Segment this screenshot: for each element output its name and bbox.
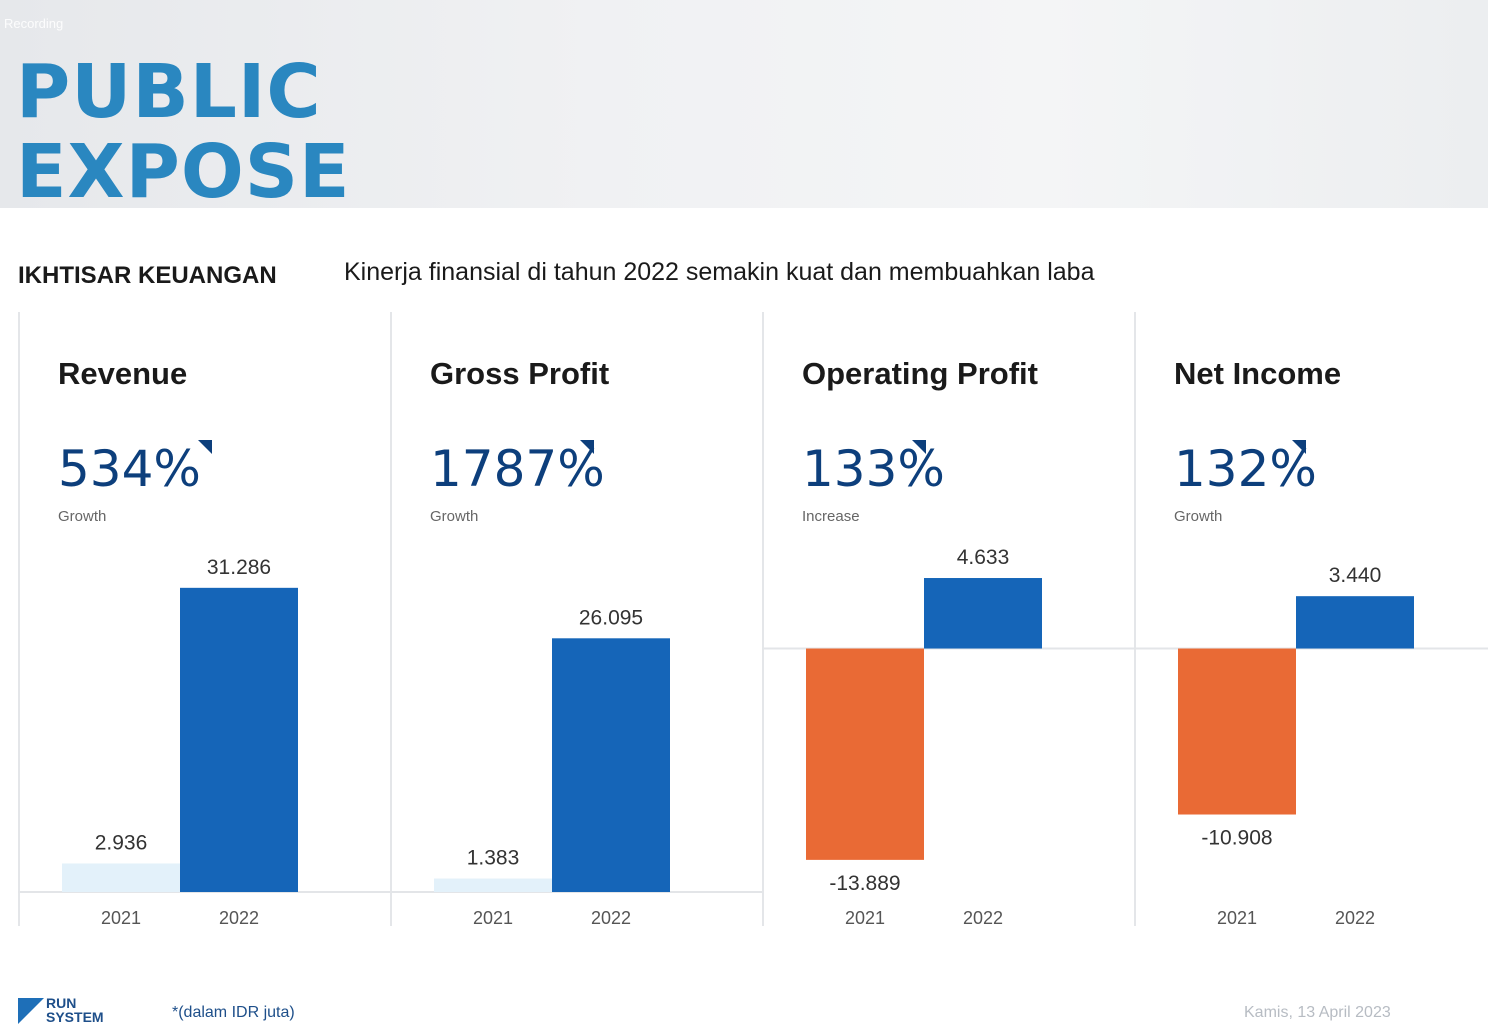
panel-operating-profit: Operating Profit 133% Increase -13.889 20… xyxy=(762,312,1134,926)
x-tick-2021: 2021 xyxy=(473,908,513,926)
up-arrow-icon xyxy=(580,440,594,454)
revenue-chart: 2.936 2021 31.286 2022 xyxy=(18,556,390,926)
gross-profit-chart: 1.383 2021 26.095 2022 xyxy=(390,606,762,926)
panel-divider xyxy=(18,312,20,926)
title-line-1: PUBLIC xyxy=(16,49,322,135)
bar-2022 xyxy=(924,578,1042,649)
operating-profit-chart: -13.889 2021 4.633 2022 xyxy=(762,546,1134,926)
x-tick-2022: 2022 xyxy=(1335,908,1375,926)
date: Kamis, 13 April 2023 xyxy=(1244,1004,1391,1021)
data-label-2022: 26.095 xyxy=(579,606,643,629)
panel-net-income: Net Income 132% Growth -10.908 2021 3.440 2… xyxy=(1134,312,1488,926)
growth-label: Growth xyxy=(58,508,107,525)
logo-line-1: RUN xyxy=(46,995,77,1011)
data-label-2021: 2.936 xyxy=(95,831,148,854)
title-line-2: EXPOSE xyxy=(16,129,351,215)
up-arrow-icon xyxy=(198,440,212,454)
growth-label: Growth xyxy=(430,508,479,525)
bar-2021 xyxy=(1178,648,1296,815)
up-arrow-icon xyxy=(1292,440,1306,454)
up-arrow-icon xyxy=(912,440,926,454)
bar-2022 xyxy=(552,638,670,892)
bar-2021 xyxy=(806,648,924,860)
panel-gross-profit: Gross Profit 1787% Growth 1.383 2021 26.09… xyxy=(390,312,762,926)
metric-title: Revenue xyxy=(58,356,188,391)
x-tick-2021: 2021 xyxy=(1217,908,1257,926)
panel-divider xyxy=(390,312,392,926)
x-tick-2021: 2021 xyxy=(101,908,141,926)
logo-mark-icon xyxy=(18,998,44,1024)
bar-2021 xyxy=(62,863,180,892)
bar-2022 xyxy=(1296,596,1414,649)
data-label-2022: 4.633 xyxy=(957,546,1010,569)
net-income-chart: -10.908 2021 3.440 2022 xyxy=(1134,564,1488,926)
growth-percentage: 1787% xyxy=(430,440,605,498)
growth-label: Growth xyxy=(1174,508,1223,525)
header-band xyxy=(0,0,1488,208)
logo-text: RUN SYSTEM xyxy=(46,996,104,1024)
metric-title: Operating Profit xyxy=(802,356,1038,391)
metric-title: Net Income xyxy=(1174,356,1342,391)
tagline: Kinerja finansial di tahun 2022 semakin … xyxy=(344,258,1095,286)
panel-divider xyxy=(762,312,764,926)
data-label-2021: -13.889 xyxy=(829,872,900,895)
page-title: PUBLIC EXPOSE xyxy=(16,52,351,212)
x-tick-2022: 2022 xyxy=(963,908,1003,926)
bar-2021 xyxy=(434,878,552,892)
data-label-2021: -10.908 xyxy=(1201,827,1272,850)
runsystem-logo: RUN SYSTEM xyxy=(18,996,118,1028)
panel-revenue: Revenue 534% Growth 2.936 2021 31.286 2022 xyxy=(18,312,390,926)
growth-label: Increase xyxy=(802,508,860,525)
x-tick-2022: 2022 xyxy=(591,908,631,926)
x-tick-2022: 2022 xyxy=(219,908,259,926)
growth-percentage: 534% xyxy=(58,440,201,498)
bar-2022 xyxy=(180,587,298,892)
logo-line-2: SYSTEM xyxy=(46,1009,104,1025)
data-label-2022: 31.286 xyxy=(207,556,271,579)
data-label-2022: 3.440 xyxy=(1329,564,1382,587)
metric-title: Gross Profit xyxy=(430,356,610,391)
footnote: *(dalam IDR juta) xyxy=(172,1004,295,1021)
x-tick-2021: 2021 xyxy=(845,908,885,926)
panel-divider xyxy=(1134,312,1136,926)
section-title: IKHTISAR KEUANGAN xyxy=(18,262,277,289)
data-label-2021: 1.383 xyxy=(467,847,520,870)
recording-label: Recording xyxy=(4,16,64,31)
